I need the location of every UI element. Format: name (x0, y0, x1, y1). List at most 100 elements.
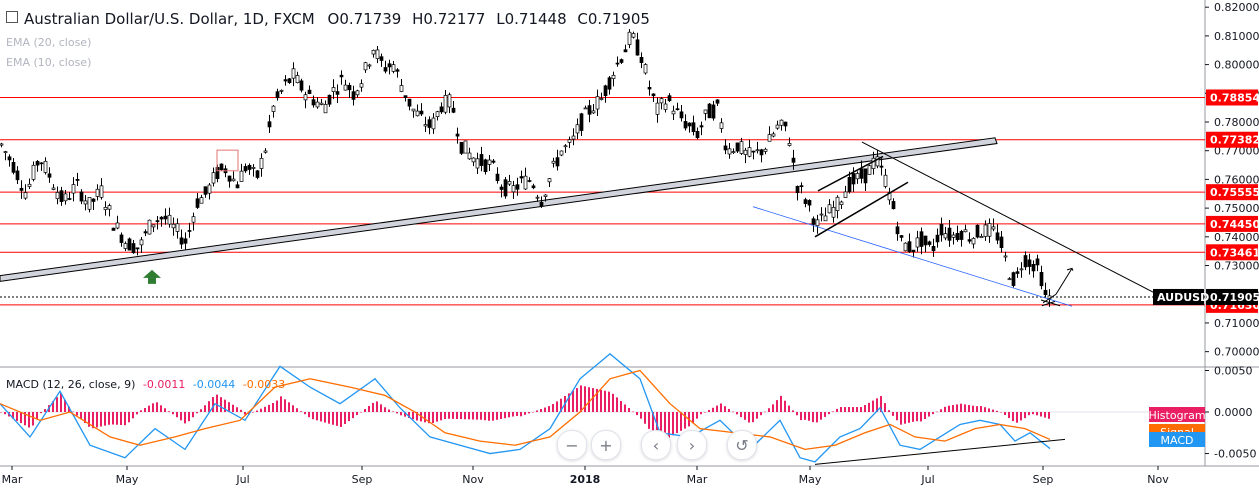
candle-up (431, 117, 436, 130)
macd-histogram-bar (964, 404, 966, 413)
macd-histogram-bar (560, 398, 562, 413)
candle-up (747, 147, 752, 157)
candle-up (559, 150, 564, 156)
horizontal-levels[interactable] (0, 96, 1205, 306)
candle-up (487, 159, 492, 165)
macd-histogram-bar (536, 410, 538, 413)
macd-histogram-bar (808, 412, 810, 421)
candle-down (879, 165, 884, 168)
candle-down (935, 234, 940, 243)
candle-up (631, 33, 636, 38)
candle-down (311, 99, 316, 106)
macd-histogram-bar (944, 406, 946, 413)
macd-histogram-bar (36, 412, 38, 420)
ohlc-high: H0.72177 (412, 10, 486, 28)
macd-histogram-bar (1048, 412, 1050, 419)
macd-histogram-bar (700, 412, 702, 415)
macd-histogram-bar (364, 408, 366, 413)
macd-histogram-bar (216, 394, 218, 413)
zoom-out-button[interactable]: − (557, 430, 587, 460)
time-tick-label: Sep (352, 473, 373, 486)
macd-histogram-bar (576, 388, 578, 413)
macd-histogram-bar (888, 410, 890, 413)
macd-histogram-bar (456, 412, 458, 420)
candle-up (295, 75, 300, 84)
macd-histogram-bar (540, 409, 542, 413)
candle-up (315, 101, 320, 108)
macd-histogram-bar (480, 412, 482, 420)
scroll-forward-button[interactable]: › (677, 430, 707, 460)
candle-down (11, 161, 16, 173)
macd-histogram-bar (360, 412, 362, 413)
macd-histogram-bar (748, 412, 750, 423)
macd-histogram-bar (580, 385, 582, 413)
macd-histogram-bar (764, 411, 766, 413)
macd-histogram-bar (608, 391, 610, 413)
macd-histogram-bar (60, 393, 62, 413)
macd-histogram-bar (600, 389, 602, 413)
candle-up (551, 160, 556, 164)
candle-down (635, 39, 640, 56)
candle-down (791, 157, 796, 163)
candle-down (1031, 264, 1036, 272)
macd-histogram-bar (1012, 412, 1014, 422)
candle-up (1007, 278, 1012, 281)
projection-arrow-head (1066, 267, 1074, 271)
macd-histogram-bar (616, 397, 618, 413)
candle-down (479, 154, 484, 166)
trend-channel[interactable] (0, 137, 998, 282)
time-tick-label: Nov (462, 473, 484, 486)
symbol-title: Australian Dollar/U.S. Dollar, 1D, FXCM (24, 10, 315, 28)
macd-histogram-bar (636, 412, 638, 416)
macd-histogram-bar (696, 412, 698, 419)
candle-down (911, 249, 916, 253)
candle-down (419, 110, 424, 115)
macd-histogram-bar (464, 412, 466, 420)
candle-up (239, 170, 244, 182)
indicator-ema20[interactable]: EMA (20, close) (6, 36, 92, 49)
candle-down (35, 161, 40, 166)
macd-histogram-bar (112, 412, 114, 425)
indicator-ema10[interactable]: EMA (10, close) (6, 56, 92, 69)
macd-histogram-bar (528, 412, 530, 414)
macd-histogram-bar (188, 412, 190, 422)
candle-up (359, 83, 364, 88)
macd-histogram-bar (196, 412, 198, 414)
macd-histogram-bar (896, 412, 898, 421)
macd-histogram-bar (532, 411, 534, 413)
candle-up (987, 223, 992, 237)
scroll-back-button[interactable]: ‹ (641, 430, 671, 460)
candle-up (167, 214, 172, 225)
macd-title[interactable]: MACD (12, 26, close, 9) (6, 378, 136, 391)
macd-histogram-bar (100, 412, 102, 427)
macd-histogram-bar (1000, 412, 1002, 413)
macd-tick-label: -0.0050 (1214, 448, 1256, 461)
zoom-in-button[interactable]: + (591, 430, 621, 460)
macd-histogram-bar (628, 408, 630, 413)
candle-down (127, 238, 132, 251)
macd-histogram-bar (500, 412, 502, 419)
candle-up (763, 148, 768, 152)
level-price-tag-label: 0.77382 (1210, 134, 1259, 147)
reset-chart-button[interactable]: ↺ (727, 430, 757, 460)
macd-histogram-bar (520, 412, 522, 417)
macd-histogram-bar (352, 412, 354, 419)
collapse-icon[interactable] (6, 11, 18, 23)
candle-up (471, 157, 476, 163)
macd-histogram-bar (824, 412, 826, 417)
macd-histogram-bar (912, 412, 914, 422)
candle-up (0, 143, 4, 146)
candle-down (895, 226, 900, 235)
drawings[interactable] (143, 141, 1161, 307)
macd-histogram-bar (768, 408, 770, 413)
macd-histogram-bar (596, 388, 598, 413)
macd-histogram-bar (312, 412, 314, 420)
macd-histogram-bar (256, 410, 258, 413)
candle-up (443, 95, 448, 113)
macd-histogram-bar (632, 411, 634, 413)
macd-histogram-bar (508, 412, 510, 418)
signal-line (0, 369, 1051, 451)
macd-histogram-bar (712, 407, 714, 413)
macd-histogram-bar (856, 407, 858, 413)
